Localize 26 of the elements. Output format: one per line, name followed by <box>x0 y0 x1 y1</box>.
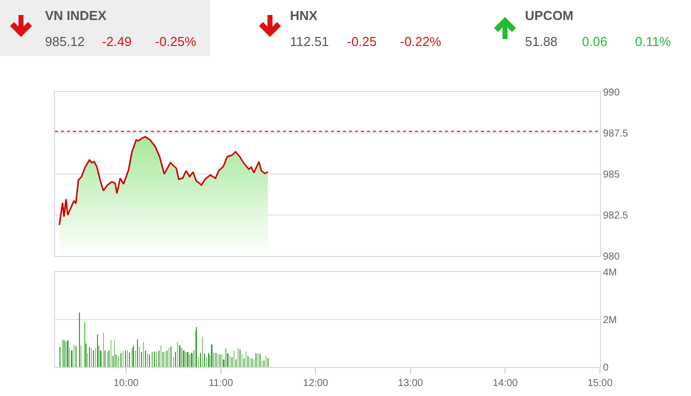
x-tick-label: 13:00 <box>398 378 424 389</box>
data-label: 51.88 <box>525 34 558 49</box>
y-tick-label: 980 <box>603 252 620 262</box>
data-label: -0.22% <box>400 34 442 49</box>
x-tick-label: 14:00 <box>492 378 518 389</box>
x-tick-label: 12:00 <box>303 378 329 389</box>
data-label: -0.25% <box>155 34 196 49</box>
y-tick-label: 985 <box>603 170 620 180</box>
category-label: VN INDEX <box>45 8 106 23</box>
data-label: -2.49 <box>102 34 132 49</box>
data-label: 0.06 <box>582 34 608 49</box>
data-label: -0.25 <box>347 34 377 49</box>
x-tick-label: 10:00 <box>114 378 140 389</box>
y-tick-label: 987.5 <box>603 128 628 140</box>
category-label: UPCOM <box>525 8 574 23</box>
y-tick-label: 982.5 <box>603 210 628 222</box>
data-label: 0.11% <box>635 34 671 49</box>
y-tick-label: 990 <box>603 88 620 98</box>
y-tick-label: 4M <box>603 268 617 278</box>
data-label: 985.12 <box>45 34 85 49</box>
y-tick-label: 2M <box>603 315 617 326</box>
x-tick-label: 11:00 <box>208 378 234 389</box>
category-label: HNX <box>290 8 318 23</box>
y-tick-label: 0 <box>603 362 609 374</box>
x-tick-label: 15:00 <box>587 378 613 389</box>
data-label: 112.51 <box>290 34 329 49</box>
